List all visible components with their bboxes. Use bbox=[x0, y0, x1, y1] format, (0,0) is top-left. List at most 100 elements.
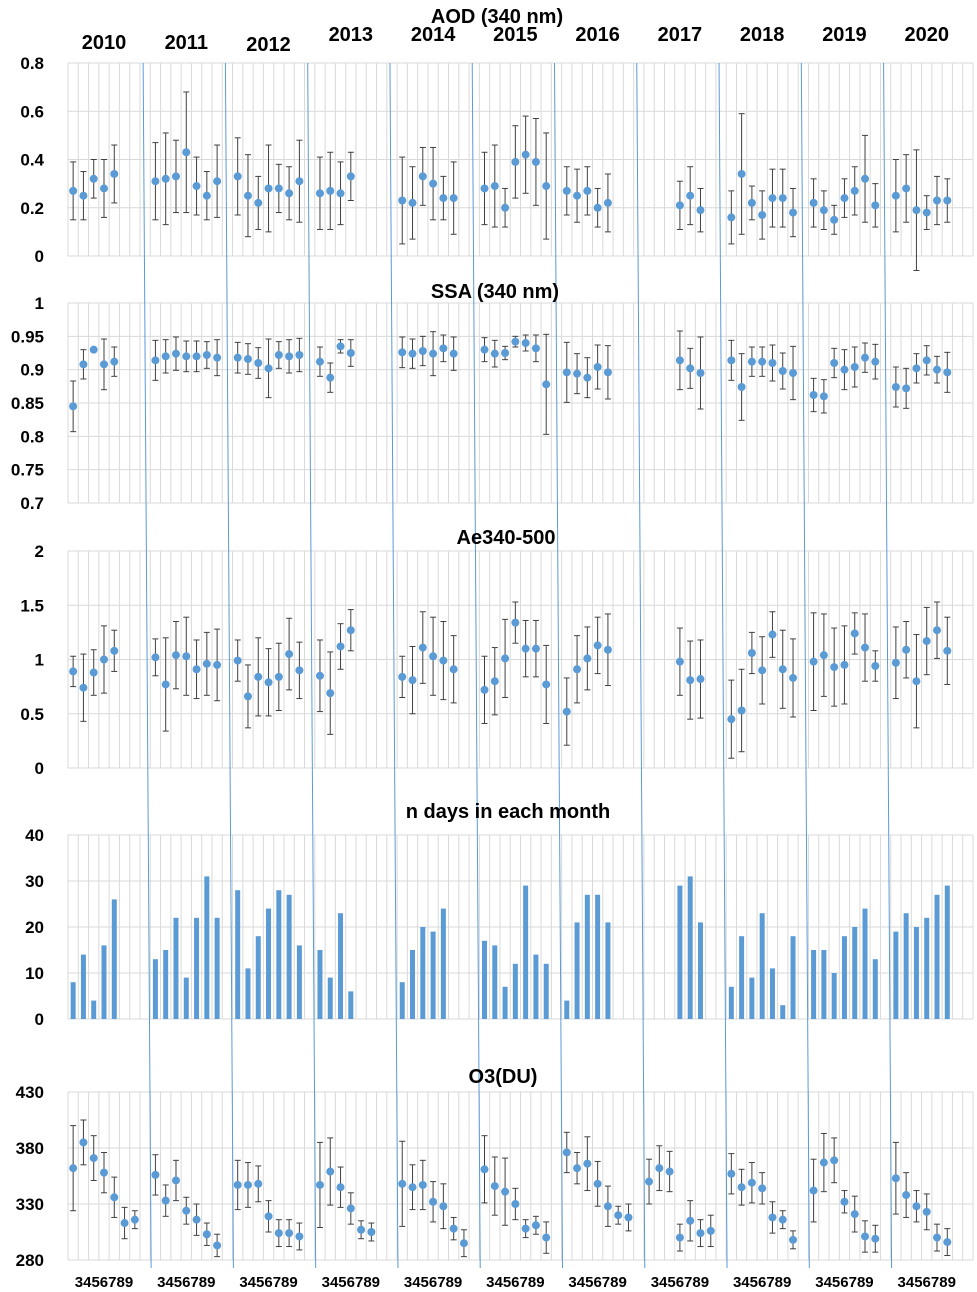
ytick-label-ndays: 40 bbox=[25, 826, 44, 845]
bar-ndays-2019-m3 bbox=[811, 950, 817, 1019]
bar-ndays-2013-m4 bbox=[327, 977, 333, 1019]
bar-ndays-2020-m7 bbox=[934, 894, 940, 1019]
point-ae-2015-m5 bbox=[501, 654, 510, 663]
point-ae-2015-m9 bbox=[542, 680, 551, 689]
point-aod-2018-m6 bbox=[758, 210, 767, 219]
point-ae-2016-m4 bbox=[573, 665, 582, 674]
month-tick-labels-2017: 3456789 bbox=[651, 1274, 709, 1291]
point-ssa-2012-m6 bbox=[264, 364, 273, 373]
point-ssa-2010-m3 bbox=[69, 402, 78, 411]
point-aod-2015-m3 bbox=[480, 184, 489, 193]
point-ae-2020-m3 bbox=[891, 658, 900, 667]
point-ae-2016-m6 bbox=[593, 641, 602, 650]
point-o3-2014-m7 bbox=[439, 1202, 448, 1211]
point-o3-2013-m6 bbox=[346, 1204, 355, 1213]
point-ssa-2012-m7 bbox=[274, 351, 283, 359]
bar-ndays-2011-m3 bbox=[152, 959, 158, 1019]
point-ae-2010-m5 bbox=[89, 668, 98, 677]
point-ae-2010-m7 bbox=[110, 646, 119, 655]
bar-ndays-2019-m8 bbox=[862, 908, 868, 1019]
point-ssa-2015-m3 bbox=[480, 345, 489, 354]
point-aod-2018-m4 bbox=[737, 169, 746, 178]
point-ae-2012-m8 bbox=[285, 650, 294, 659]
bar-ndays-2013-m3 bbox=[317, 950, 323, 1019]
point-ssa-2016-m4 bbox=[573, 369, 582, 378]
point-ae-2019-m7 bbox=[850, 629, 859, 638]
point-ssa-2013-m6 bbox=[346, 349, 355, 357]
point-ae-2012-m5 bbox=[254, 672, 263, 681]
point-ae-2011-m6 bbox=[182, 652, 191, 661]
point-o3-2017-m6 bbox=[675, 1233, 684, 1242]
bar-ndays-2014-m4 bbox=[410, 950, 416, 1019]
point-aod-2011-m4 bbox=[161, 174, 170, 183]
point-ssa-2019-m4 bbox=[819, 392, 828, 401]
point-ssa-2011-m4 bbox=[161, 352, 170, 361]
year-label-2015: 2015 bbox=[493, 24, 538, 46]
point-aod-2018-m7 bbox=[768, 194, 777, 203]
bar-ndays-2012-m4 bbox=[245, 968, 251, 1019]
month-tick-labels-2011: 3456789 bbox=[157, 1274, 215, 1291]
point-aod-2011-m5 bbox=[171, 172, 180, 181]
ytick-label-ae: 0.5 bbox=[20, 705, 44, 724]
point-ssa-2018-m5 bbox=[747, 357, 756, 366]
point-aod-2019-m7 bbox=[850, 186, 859, 195]
bar-ndays-2018-m8 bbox=[780, 1005, 786, 1019]
point-o3-2015-m3 bbox=[480, 1165, 489, 1174]
point-ssa-2011-m7 bbox=[192, 352, 201, 361]
point-ae-2011-m8 bbox=[202, 659, 211, 668]
panel-title-ndays: n days in each month bbox=[406, 801, 610, 823]
point-ae-2012-m6 bbox=[264, 678, 273, 687]
point-ae-2011-m4 bbox=[161, 680, 170, 689]
panel-title-ae: Ae340-500 bbox=[457, 527, 556, 549]
ytick-label-aod: 0 bbox=[35, 247, 44, 266]
bar-ndays-2020-m3 bbox=[893, 931, 899, 1019]
point-ssa-2016-m7 bbox=[603, 368, 612, 377]
ytick-label-o3: 280 bbox=[16, 1251, 44, 1270]
point-o3-2012-m4 bbox=[243, 1180, 252, 1189]
point-ae-2017-m8 bbox=[696, 675, 705, 684]
point-aod-2018-m3 bbox=[727, 213, 736, 222]
point-ssa-2020-m5 bbox=[912, 364, 921, 373]
point-ae-2012-m4 bbox=[243, 692, 252, 701]
point-ssa-2018-m4 bbox=[737, 383, 746, 391]
point-ae-2013-m4 bbox=[326, 689, 335, 698]
year-separator bbox=[389, 62, 399, 1269]
point-aod-2016-m4 bbox=[573, 191, 582, 200]
point-o3-2012-m7 bbox=[274, 1229, 283, 1238]
panel-title-aod: AOD (340 nm) bbox=[431, 6, 563, 28]
point-aod-2012-m5 bbox=[254, 198, 263, 207]
point-aod-2011-m9 bbox=[213, 177, 222, 186]
point-aod-2012-m8 bbox=[285, 189, 294, 198]
bar-ndays-2017-m8 bbox=[697, 922, 703, 1019]
point-ssa-2014-m8 bbox=[449, 349, 458, 358]
bar-ndays-2016-m4 bbox=[574, 922, 580, 1019]
point-ssa-2020-m4 bbox=[902, 384, 911, 393]
bar-ndays-2011-m5 bbox=[173, 917, 179, 1019]
ytick-label-aod: 0.4 bbox=[20, 151, 44, 170]
bar-ndays-2012-m7 bbox=[276, 890, 282, 1019]
point-o3-2010-m6 bbox=[99, 1168, 108, 1177]
bar-ndays-2010-m6 bbox=[101, 945, 107, 1019]
point-ae-2018-m8 bbox=[778, 665, 787, 674]
ytick-label-aod: 0.8 bbox=[20, 54, 44, 73]
year-separator bbox=[883, 62, 893, 1269]
year-separator bbox=[471, 62, 481, 1269]
point-ssa-2019-m3 bbox=[809, 391, 818, 399]
ytick-label-aod: 0.6 bbox=[20, 102, 44, 121]
point-ae-2011-m3 bbox=[151, 653, 160, 662]
point-ae-2014-m8 bbox=[449, 665, 458, 674]
point-o3-2015-m6 bbox=[511, 1200, 520, 1208]
point-aod-2014-m4 bbox=[408, 198, 417, 207]
bar-ndays-2018-m9 bbox=[790, 936, 796, 1019]
bar-ndays-2018-m6 bbox=[759, 913, 765, 1019]
bar-ndays-2018-m7 bbox=[769, 968, 775, 1019]
point-o3-2013-m4 bbox=[326, 1167, 335, 1176]
year-separator bbox=[636, 62, 646, 1269]
point-ae-2020-m8 bbox=[943, 646, 952, 655]
bar-ndays-2016-m7 bbox=[605, 922, 611, 1019]
point-aod-2015-m9 bbox=[542, 182, 551, 191]
point-ssa-2015-m4 bbox=[490, 349, 499, 358]
ytick-label-ndays: 20 bbox=[25, 918, 44, 937]
point-o3-2011-m7 bbox=[192, 1215, 201, 1224]
